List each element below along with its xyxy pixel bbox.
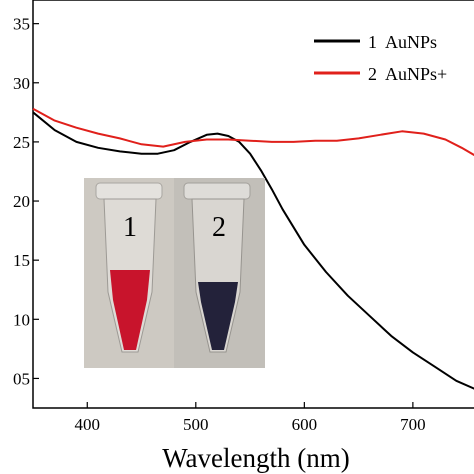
y-tick-label: 15 xyxy=(13,251,30,270)
series-line-aunps-plus xyxy=(32,107,474,157)
inset-photo: 1 2 xyxy=(84,178,265,368)
legend-label-aunps: 1 AuNPs xyxy=(368,32,437,52)
tube-1-liquid xyxy=(110,270,150,350)
series-lines xyxy=(32,107,474,390)
y-tick-label: 30 xyxy=(13,74,30,93)
y-tick-label: 25 xyxy=(13,133,30,152)
tube-1-cap xyxy=(95,182,163,200)
x-tick-label: 400 xyxy=(75,415,101,434)
x-tick-label: 700 xyxy=(400,415,426,434)
series-line-aunps xyxy=(32,111,474,390)
x-tick-label: 600 xyxy=(292,415,318,434)
y-tick-label: 20 xyxy=(13,192,30,211)
legend-label-aunps-plus: 2 AuNPs+ xyxy=(368,64,447,84)
y-tick-label: 35 xyxy=(13,15,30,34)
y-tick-label: 10 xyxy=(13,310,30,329)
axis-ticks: 400 500 600 700 05 10 15 20 25 30 35 xyxy=(13,15,426,434)
legend: 1 AuNPs 2 AuNPs+ xyxy=(314,32,447,84)
x-tick-label: 500 xyxy=(183,415,209,434)
tube-2 xyxy=(183,182,251,353)
y-tick-label: 05 xyxy=(13,369,30,388)
tube-1-label: 1 xyxy=(123,212,137,243)
tube-2-liquid xyxy=(198,282,238,350)
tube-2-label: 2 xyxy=(212,212,226,243)
tube-2-cap xyxy=(183,182,251,200)
x-axis-label: Wavelength (nm) xyxy=(162,443,350,473)
tube-1 xyxy=(95,182,163,353)
